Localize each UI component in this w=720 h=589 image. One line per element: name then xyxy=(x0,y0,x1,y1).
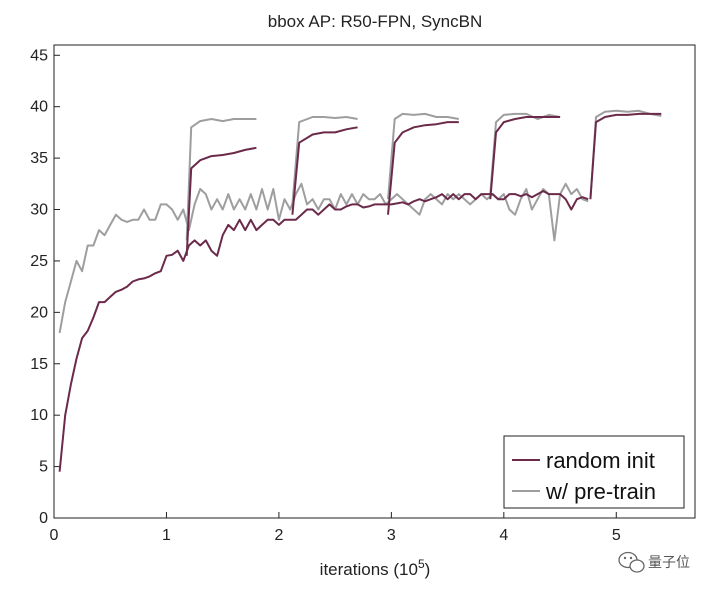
watermark-text: 量子位 xyxy=(648,555,690,571)
x-axis-label-tail: ) xyxy=(425,560,431,579)
y-tick-label: 0 xyxy=(39,510,48,527)
chart-title: bbox AP: R50-FPN, SyncBN xyxy=(268,12,482,31)
x-tick-label: 1 xyxy=(162,527,171,544)
series-line-w-pre-train-4 xyxy=(489,112,561,195)
series-line-w-pre-train-1 xyxy=(185,118,257,241)
y-tick-label: 45 xyxy=(30,47,48,64)
series-line-random-init-1 xyxy=(185,146,257,256)
y-tick-label: 30 xyxy=(30,202,48,219)
x-tick-label: 0 xyxy=(50,527,59,544)
y-tick-label: 40 xyxy=(30,99,48,116)
y-tick-label: 10 xyxy=(30,407,48,424)
series-line-w-pre-train-3 xyxy=(387,112,459,200)
x-tick-label: 5 xyxy=(612,527,621,544)
legend: random init w/ pre-train xyxy=(503,435,685,509)
series-line-w-pre-train-0 xyxy=(58,182,589,334)
x-axis-label-exponent: 5 xyxy=(418,557,425,571)
legend-label-pre-train: w/ pre-train xyxy=(545,479,656,504)
wechat-bubble-icon xyxy=(618,551,645,573)
y-tick-label: 5 xyxy=(39,459,48,476)
x-tick-label: 4 xyxy=(499,527,508,544)
series-line-random-init-4 xyxy=(489,116,561,200)
legend-box xyxy=(503,435,685,509)
series-line-random-init-0 xyxy=(58,190,589,472)
series-line-w-pre-train-5 xyxy=(589,109,662,200)
y-tick-label: 25 xyxy=(30,253,48,270)
y-tick-label: 20 xyxy=(30,304,48,321)
x-axis: 0 1 2 3 4 5 xyxy=(50,512,621,544)
x-tick-label: 2 xyxy=(274,527,283,544)
x-axis-label-main: iterations (10 xyxy=(320,560,418,579)
y-tick-label: 35 xyxy=(30,150,48,167)
y-tick-label: 15 xyxy=(30,356,48,373)
series-line-random-init-2 xyxy=(291,126,358,215)
watermark: 量子位 xyxy=(618,551,690,573)
y-axis: 0 5 10 15 20 25 30 35 40 45 xyxy=(30,47,60,527)
axes-box xyxy=(53,44,696,519)
series-line-random-init-5 xyxy=(589,112,662,200)
legend-label-random-init: random init xyxy=(546,448,655,473)
series-layer xyxy=(58,109,662,472)
series-line-random-init-3 xyxy=(387,121,459,215)
x-tick-label: 3 xyxy=(387,527,396,544)
series-line-w-pre-train-2 xyxy=(291,116,358,205)
x-axis-label: iterations (105) xyxy=(320,557,431,579)
